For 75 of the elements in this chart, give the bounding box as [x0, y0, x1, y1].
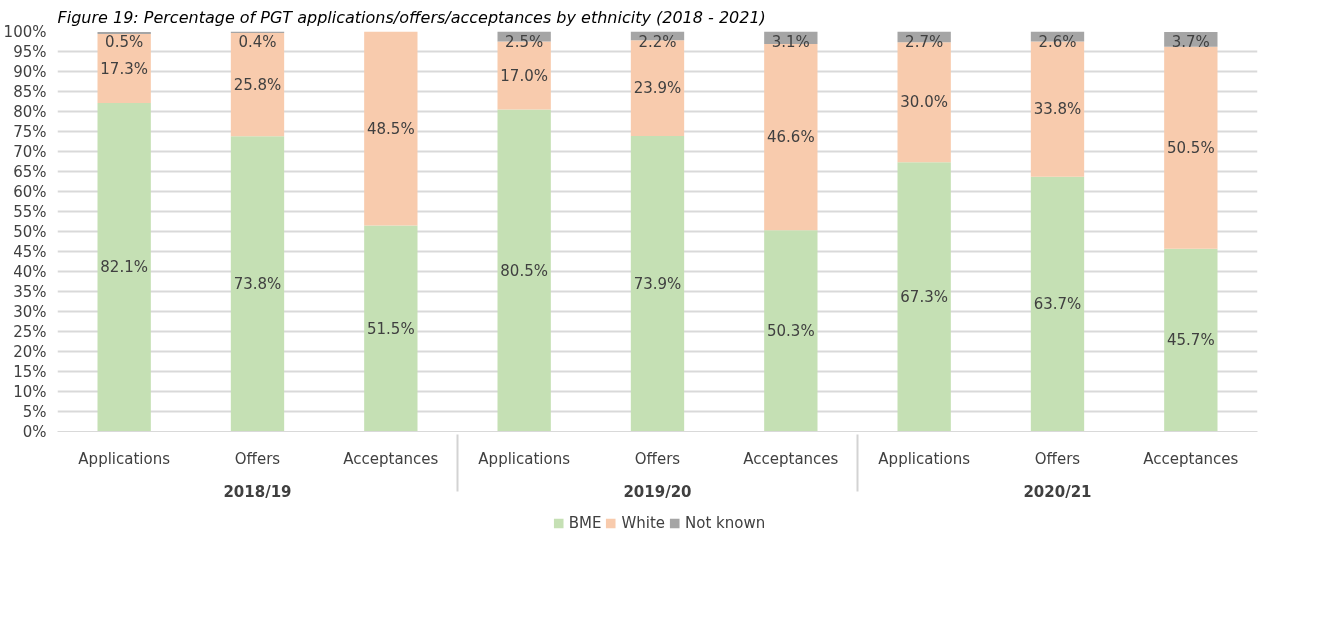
data-label: 63.7%: [1033, 295, 1082, 314]
data-label: 45.7%: [1167, 331, 1215, 350]
x-tick-label: Acceptances: [743, 449, 839, 468]
y-tick-label: 10%: [13, 382, 47, 401]
y-tick-label: 70%: [13, 142, 47, 161]
bar: [97, 31, 151, 34]
x-tick-label: Applications: [878, 449, 971, 468]
data-label: 0.5%: [105, 32, 144, 51]
y-tick-label: 60%: [13, 182, 47, 201]
bar: [1164, 248, 1218, 432]
data-label: 17.0%: [500, 66, 548, 85]
y-tick-label: 25%: [13, 322, 47, 341]
x-tick-label: Applications: [478, 449, 571, 468]
y-tick-label: 65%: [13, 162, 47, 181]
y-tick-label: 80%: [13, 102, 47, 121]
bar: [230, 136, 285, 432]
data-label: 30.0%: [900, 93, 948, 112]
x-tick-label: Offers: [234, 449, 281, 468]
bar: [1030, 176, 1085, 432]
y-tick-label: 30%: [13, 302, 47, 321]
bar: [897, 162, 951, 432]
data-label: 73.8%: [233, 274, 282, 293]
y-tick-label: 40%: [13, 262, 47, 281]
y-tick-label: 0%: [22, 422, 47, 441]
data-label: 3.7%: [1171, 32, 1210, 51]
x-tick-label: Offers: [634, 449, 681, 468]
text: 2020/21: [1023, 482, 1092, 501]
data-label: 2.2%: [638, 32, 677, 51]
chart-title: Figure 19: Percentage of PGT applications/offers/acceptances by ethnicity (2018 - 2021): [57, 7, 766, 27]
data-label: 73.9%: [633, 274, 682, 293]
x-tick-label: Applications: [78, 449, 171, 468]
y-tick-label: 85%: [13, 82, 47, 101]
y-tick-label: 5%: [22, 402, 47, 421]
data-label: 2.5%: [505, 32, 544, 51]
bar: [230, 33, 285, 137]
bar: [497, 109, 551, 432]
data-label: 0.4%: [238, 32, 277, 51]
y-tick-label: 35%: [13, 282, 47, 301]
y-tick-label: 90%: [13, 62, 47, 81]
data-label: 50.3%: [767, 321, 815, 340]
data-label: 67.3%: [900, 287, 948, 306]
data-label: 17.3%: [100, 59, 148, 78]
data-label: 50.5%: [1167, 138, 1215, 157]
x-tick-label: Acceptances: [343, 449, 439, 468]
y-tick-label: 20%: [13, 342, 47, 361]
data-label: 23.9%: [633, 79, 682, 98]
data-label: 25.8%: [233, 75, 282, 94]
text: 2018/19: [223, 482, 292, 501]
data-label: 33.8%: [1033, 100, 1082, 119]
data-label: 80.5%: [500, 261, 548, 280]
y-tick-label: 95%: [13, 42, 47, 61]
legend-label: BME: [568, 514, 602, 532]
bar: [364, 225, 418, 432]
data-label: 46.6%: [767, 128, 815, 147]
bar: [764, 230, 818, 432]
y-tick-label: 55%: [13, 202, 47, 221]
y-tick-label: 45%: [13, 242, 47, 261]
bar: [97, 103, 151, 432]
legend-label: Not known: [685, 514, 766, 532]
x-tick-label: Acceptances: [1143, 449, 1239, 468]
bar: [630, 135, 685, 432]
y-tick-label: 50%: [13, 222, 47, 241]
data-label: 82.1%: [100, 258, 148, 277]
y-tick-label: 75%: [13, 122, 47, 141]
data-label: 51.5%: [367, 319, 415, 338]
legend-label: White: [621, 514, 666, 532]
bar: [1164, 46, 1218, 249]
data-label: 48.5%: [367, 119, 415, 138]
x-tick-label: Offers: [1034, 449, 1081, 468]
y-tick-label: 100%: [3, 22, 47, 41]
bar: [364, 31, 418, 226]
data-label: 2.6%: [1038, 32, 1077, 51]
data-label: 2.7%: [905, 32, 944, 51]
text: 2019/20: [623, 482, 692, 501]
y-tick-label: 15%: [13, 362, 47, 381]
